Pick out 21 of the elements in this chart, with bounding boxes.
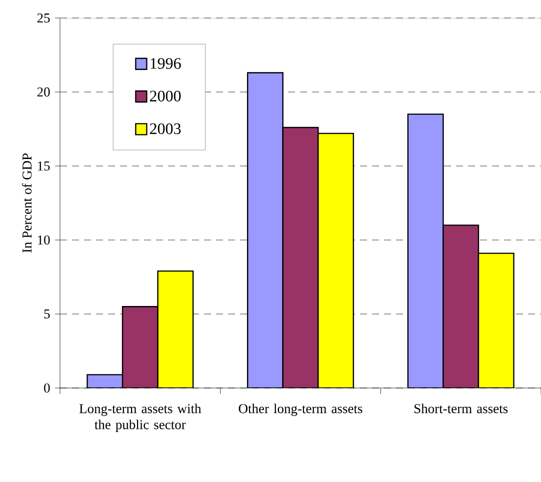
bar [157, 270, 194, 388]
y-tick-label: 0 [44, 383, 50, 393]
y-tick-label: 10 [38, 235, 50, 245]
y-tick-label: 25 [37, 13, 50, 23]
y-axis-title: In Percent of GDP [22, 154, 32, 253]
bar [122, 306, 158, 388]
bar [478, 252, 514, 388]
x-tick-label: Short-term assets [414, 404, 508, 414]
legend-label: 2003 [150, 123, 181, 134]
x-tick-label: Long-term assets with the public sector [79, 404, 202, 432]
x-tick-label: Other long-term assets [238, 404, 362, 416]
bar [246, 72, 284, 388]
bar [407, 114, 444, 388]
y-tick-label: 15 [38, 161, 50, 171]
y-tick-label: 5 [44, 310, 50, 318]
legend-label: 2000 [150, 90, 181, 102]
y-tick-label: 20 [37, 87, 50, 97]
bar [282, 126, 319, 388]
bar [318, 132, 354, 388]
legend-label: 1996 [150, 58, 181, 69]
bar [442, 224, 480, 388]
